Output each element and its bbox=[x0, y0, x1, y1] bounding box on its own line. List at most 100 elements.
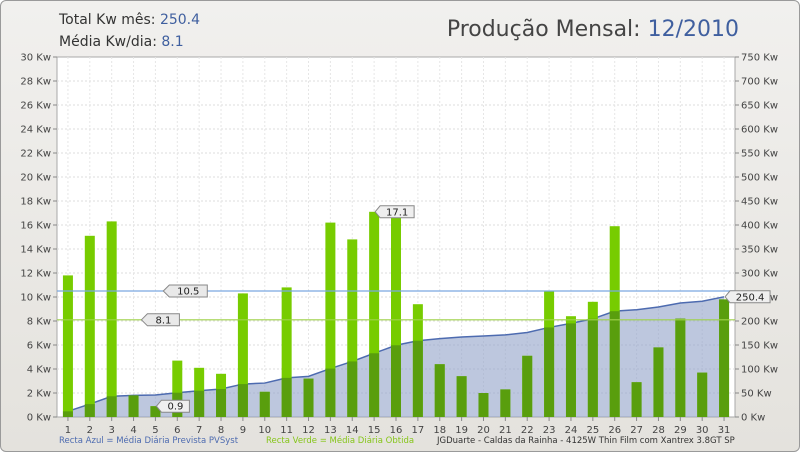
bar-day-2 bbox=[84, 235, 95, 417]
x-tick-label: 10 bbox=[258, 425, 271, 436]
x-tick-label: 26 bbox=[608, 425, 621, 436]
annotation-box bbox=[374, 205, 415, 219]
x-tick-label: 15 bbox=[368, 425, 381, 436]
annotation-label: 250.4 bbox=[736, 292, 765, 303]
y-tick-label-left: 18 Kw bbox=[20, 197, 51, 208]
y-tick-label-right: 0 Kw bbox=[741, 413, 765, 424]
bar-day-1 bbox=[62, 275, 73, 417]
x-tick-label: 30 bbox=[696, 425, 709, 436]
y-tick-label-left: 26 Kw bbox=[20, 101, 51, 112]
bar-overlap-day-2 bbox=[84, 404, 95, 417]
x-tick-label: 24 bbox=[565, 425, 578, 436]
y-tick-label-left: 0 Kw bbox=[27, 413, 51, 424]
x-tick-label: 27 bbox=[630, 425, 643, 436]
bar-overlap-day-7 bbox=[194, 390, 205, 417]
y-tick-label-left: 28 Kw bbox=[20, 77, 51, 88]
x-tick-label: 3 bbox=[108, 425, 114, 436]
x-tick-label: 14 bbox=[346, 425, 359, 436]
y-tick-label-right: 650 Kw bbox=[741, 101, 778, 112]
y-tick-label-left: 14 Kw bbox=[20, 245, 51, 256]
y-tick-label-left: 4 Kw bbox=[27, 365, 51, 376]
x-tick-label: 1 bbox=[65, 425, 71, 436]
reference-label-blue: 10.5 bbox=[177, 287, 199, 298]
bar-overlap-day-16 bbox=[391, 345, 401, 417]
x-tick-label: 25 bbox=[586, 425, 599, 436]
x-tick-label: 7 bbox=[196, 425, 202, 436]
bar-overlap-day-1 bbox=[62, 411, 73, 417]
bar-overlap-day-11 bbox=[281, 377, 292, 417]
y-tick-label-left: 22 Kw bbox=[20, 149, 51, 160]
bar-overlap-day-25 bbox=[587, 318, 598, 417]
y-tick-label-right: 400 Kw bbox=[741, 221, 778, 232]
x-tick-label: 18 bbox=[433, 425, 446, 436]
annotation-box bbox=[155, 399, 190, 413]
bar-day-16 bbox=[391, 216, 401, 417]
y-tick-label-right: 700 Kw bbox=[741, 77, 778, 88]
x-tick-label: 20 bbox=[477, 425, 490, 436]
x-tick-label: 17 bbox=[412, 425, 425, 436]
bar-overlap-day-23 bbox=[544, 327, 555, 417]
bar-overlap-day-21 bbox=[500, 389, 511, 417]
x-tick-label: 16 bbox=[390, 425, 403, 436]
y-tick-label-right: 50 Kw bbox=[741, 389, 772, 400]
x-tick-label: 31 bbox=[718, 425, 731, 436]
bar-overlap-day-17 bbox=[412, 340, 423, 417]
bar-overlap-day-8 bbox=[216, 389, 227, 417]
x-tick-label: 12 bbox=[302, 425, 315, 436]
bar-overlap-day-27 bbox=[631, 382, 642, 417]
y-tick-label-right: 200 Kw bbox=[741, 317, 778, 328]
chart-title-period: 12/2010 bbox=[647, 17, 739, 42]
bar-overlap-day-12 bbox=[303, 378, 314, 417]
x-tick-label: 5 bbox=[152, 425, 158, 436]
footer-green-note: Recta Verde = Média Diária Obtida bbox=[266, 436, 415, 446]
x-tick-label: 8 bbox=[218, 425, 224, 436]
annotation-label: 17.1 bbox=[386, 207, 408, 218]
x-tick-label: 19 bbox=[455, 425, 468, 436]
y-tick-label-left: 20 Kw bbox=[20, 173, 51, 184]
y-tick-label-right: 750 Kw bbox=[741, 53, 778, 64]
bar-overlap-day-31 bbox=[719, 299, 730, 417]
y-tick-label-right: 100 Kw bbox=[741, 365, 778, 376]
y-tick-label-right: 600 Kw bbox=[741, 125, 778, 136]
x-tick-label: 21 bbox=[499, 425, 512, 436]
footer-credit: JGDuarte - Caldas da Rainha - 4125W Thin… bbox=[437, 436, 735, 446]
annotation-label: 0.9 bbox=[167, 402, 183, 413]
x-tick-label: 11 bbox=[280, 425, 293, 436]
y-tick-label-left: 8 Kw bbox=[27, 317, 51, 328]
bar-overlap-day-29 bbox=[675, 318, 686, 417]
bar-overlap-day-15 bbox=[369, 353, 380, 417]
x-tick-label: 29 bbox=[674, 425, 687, 436]
bar-day-6 bbox=[172, 360, 183, 417]
bar-overlap-day-13 bbox=[325, 368, 336, 417]
daily-average-value: 8.1 bbox=[161, 34, 184, 50]
y-tick-label-left: 30 Kw bbox=[20, 53, 51, 64]
x-tick-label: 9 bbox=[240, 425, 246, 436]
bar-overlap-day-14 bbox=[347, 361, 358, 417]
bar-overlap-day-20 bbox=[478, 393, 489, 417]
daily-average-label: Média Kw/dia: bbox=[59, 34, 157, 50]
bar-overlap-day-3 bbox=[106, 396, 117, 417]
bar-overlap-day-10 bbox=[259, 391, 270, 417]
daily-average: Média Kw/dia: 8.1 bbox=[59, 34, 184, 50]
y-tick-label-left: 10 Kw bbox=[20, 293, 51, 304]
bar-overlap-day-5 bbox=[150, 406, 161, 417]
y-tick-label-left: 24 Kw bbox=[20, 125, 51, 136]
bar-overlap-day-22 bbox=[522, 355, 533, 417]
y-tick-label-left: 2 Kw bbox=[27, 389, 51, 400]
monthly-total-label: Total Kw mês: bbox=[59, 12, 156, 28]
footer-blue-note: Recta Azul = Média Diária Prevista PVSys… bbox=[59, 436, 239, 446]
x-tick-label: 28 bbox=[652, 425, 665, 436]
y-tick-label-left: 6 Kw bbox=[27, 341, 51, 352]
x-tick-label: 13 bbox=[324, 425, 337, 436]
y-tick-label-right: 450 Kw bbox=[741, 197, 778, 208]
bar-overlap-day-9 bbox=[237, 384, 248, 417]
y-tick-label-right: 300 Kw bbox=[741, 269, 778, 280]
y-tick-label-left: 16 Kw bbox=[20, 221, 51, 232]
annotation-box bbox=[724, 290, 771, 304]
monthly-total-value: 250.4 bbox=[159, 12, 201, 28]
bar-overlap-day-26 bbox=[609, 311, 620, 417]
x-tick-label: 23 bbox=[543, 425, 556, 436]
bar-overlap-day-28 bbox=[653, 347, 664, 417]
